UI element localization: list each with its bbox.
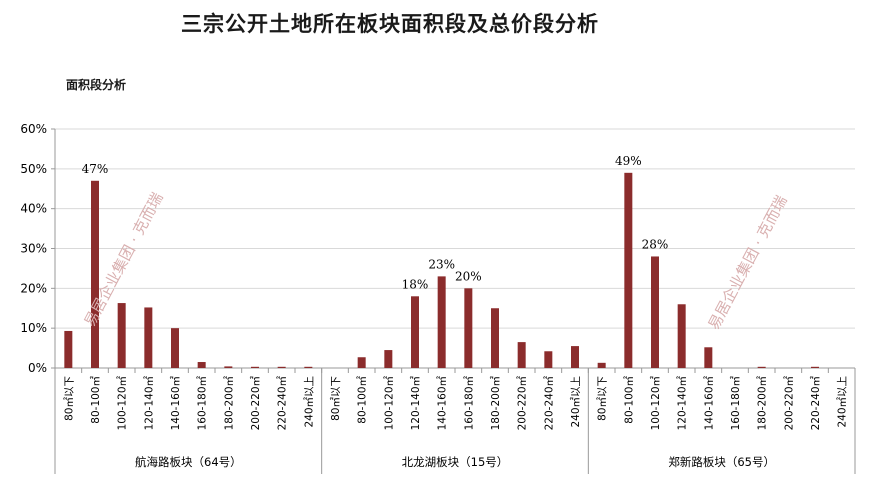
category-label: 80-100㎡ bbox=[623, 376, 635, 424]
bar bbox=[437, 276, 446, 368]
category-label: 100-120㎡ bbox=[383, 376, 395, 431]
category-label: 200-220㎡ bbox=[250, 376, 262, 431]
bar bbox=[197, 362, 206, 368]
y-tick-label: 10% bbox=[20, 321, 47, 335]
bar bbox=[517, 342, 526, 368]
category-label: 120-140㎡ bbox=[410, 376, 422, 431]
y-tick-label: 30% bbox=[20, 242, 47, 256]
bar bbox=[411, 296, 419, 368]
category-label: 140-160㎡ bbox=[170, 376, 182, 431]
category-label: 180-200㎡ bbox=[223, 376, 235, 431]
watermark: 易居企业集团 · 克而瑞 bbox=[705, 193, 791, 333]
bar bbox=[651, 256, 659, 368]
bar bbox=[544, 351, 553, 368]
bar bbox=[571, 346, 579, 368]
bar bbox=[171, 328, 179, 368]
category-label: 120-140㎡ bbox=[143, 376, 155, 431]
data-label: 18% bbox=[402, 277, 429, 291]
category-label: 180-200㎡ bbox=[490, 376, 502, 431]
category-label: 240㎡以上 bbox=[303, 376, 315, 428]
category-label: 140-160㎡ bbox=[437, 376, 449, 431]
bar bbox=[757, 366, 766, 368]
y-tick-label: 0% bbox=[28, 361, 47, 375]
category-label: 80-100㎡ bbox=[90, 376, 102, 424]
data-label: 23% bbox=[428, 257, 455, 271]
category-label: 120-140㎡ bbox=[677, 376, 689, 431]
y-axis-label: 面积段分析 bbox=[66, 78, 127, 92]
category-label: 160-180㎡ bbox=[730, 376, 742, 431]
data-label: 47% bbox=[82, 162, 109, 176]
bar bbox=[91, 180, 99, 368]
bar bbox=[357, 357, 366, 368]
y-tick-label: 20% bbox=[20, 281, 47, 295]
bar bbox=[224, 366, 233, 368]
bar bbox=[251, 366, 259, 368]
chart-title: 三宗公开土地所在板块面积段及总价段分析 bbox=[181, 11, 599, 36]
bar bbox=[144, 307, 153, 368]
bar bbox=[304, 366, 313, 368]
category-label: 80㎡以下 bbox=[330, 376, 342, 421]
bar bbox=[677, 304, 686, 368]
group-label: 北龙湖板块（15号） bbox=[402, 455, 509, 469]
category-label: 200-220㎡ bbox=[783, 376, 795, 431]
bar bbox=[64, 330, 73, 368]
category-label: 140-160㎡ bbox=[703, 376, 715, 431]
y-tick-label: 40% bbox=[20, 202, 47, 216]
bar bbox=[384, 350, 393, 368]
category-label: 100-120㎡ bbox=[117, 376, 129, 431]
category-label: 240㎡以上 bbox=[837, 376, 849, 428]
category-label: 240㎡以上 bbox=[570, 376, 582, 428]
category-label: 160-180㎡ bbox=[463, 376, 475, 431]
category-label: 80㎡以下 bbox=[63, 376, 75, 421]
category-label: 220-240㎡ bbox=[277, 376, 289, 431]
category-label: 200-220㎡ bbox=[517, 376, 529, 431]
bar bbox=[597, 362, 606, 368]
data-label: 28% bbox=[642, 237, 669, 251]
category-label: 80-100㎡ bbox=[357, 376, 369, 424]
category-label: 100-120㎡ bbox=[650, 376, 662, 431]
category-label: 80㎡以下 bbox=[597, 376, 609, 421]
category-label: 160-180㎡ bbox=[197, 376, 209, 431]
category-label: 180-200㎡ bbox=[757, 376, 769, 431]
y-tick-label: 50% bbox=[20, 162, 47, 176]
group-label: 郑新路板块（65号） bbox=[668, 455, 775, 469]
group-label: 航海路板块（64号） bbox=[135, 455, 242, 469]
data-label: 49% bbox=[615, 154, 642, 168]
bar bbox=[704, 347, 713, 368]
bar bbox=[464, 288, 473, 368]
data-label: 20% bbox=[455, 269, 482, 283]
category-label: 220-240㎡ bbox=[810, 376, 822, 431]
bar bbox=[624, 172, 633, 368]
y-tick-label: 60% bbox=[20, 122, 47, 136]
bar bbox=[491, 308, 499, 368]
bar bbox=[117, 303, 126, 368]
bar bbox=[277, 366, 286, 368]
category-label: 220-240㎡ bbox=[543, 376, 555, 431]
bar bbox=[811, 366, 819, 368]
